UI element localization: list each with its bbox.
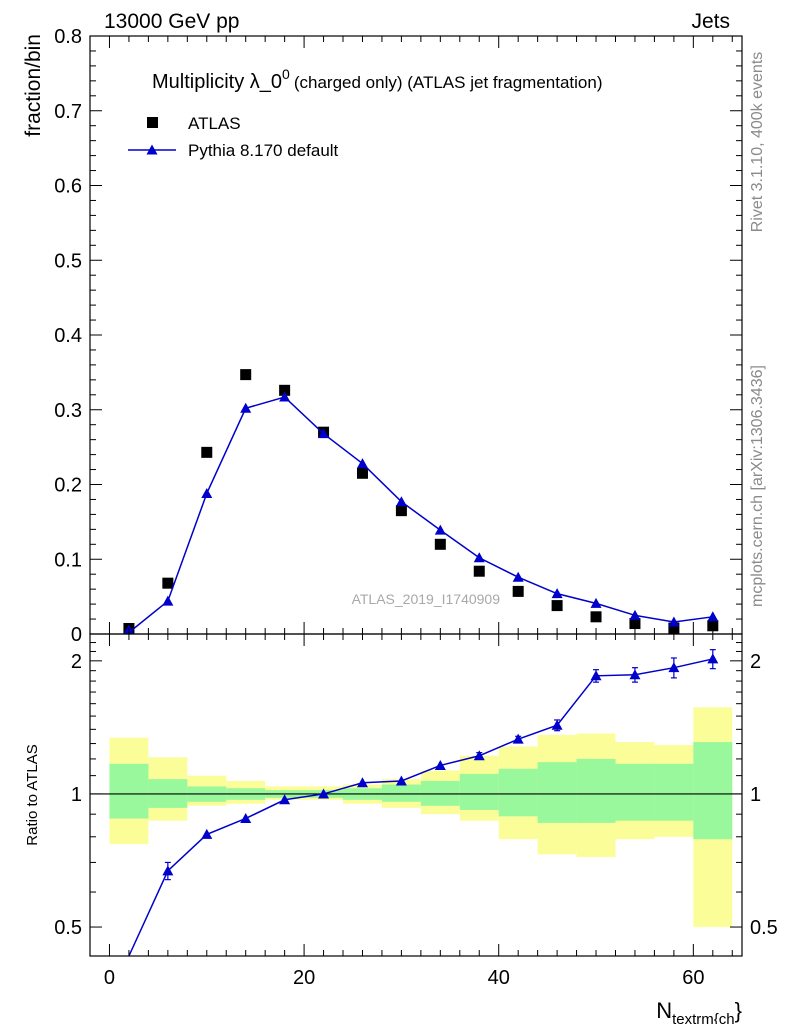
- ratio-data-point: [707, 653, 719, 664]
- x-axis-label-sub: textrm{ch: [672, 1011, 735, 1024]
- ratio-band-green: [109, 763, 149, 819]
- plot-title-sub: (charged only) (ATLAS jet fragmentation): [294, 73, 603, 92]
- atlas-data-point: [395, 505, 407, 517]
- y-tick-label: 0.3: [54, 400, 82, 422]
- y-tick-label: 0.8: [54, 26, 82, 48]
- ratio-y-tick-label: 2: [71, 651, 82, 673]
- pythia-data-point: [434, 524, 446, 535]
- legend-atlas-marker: [147, 117, 158, 128]
- y-tick-label: 0.5: [54, 250, 82, 272]
- ratio-data-point: [629, 669, 641, 680]
- ratio-band-green: [459, 773, 499, 810]
- atlas-data-point: [201, 446, 213, 458]
- pythia-data-point: [473, 552, 485, 563]
- ratio-band-green: [498, 768, 538, 817]
- ratio-band-green: [381, 784, 421, 802]
- x-tick-label: 40: [488, 967, 510, 989]
- pythia-data-point: [395, 496, 407, 507]
- x-tick-label: 20: [293, 967, 315, 989]
- plot-title-main: Multiplicity λ_0: [152, 71, 282, 93]
- ratio-series: [128, 649, 719, 957]
- ratio-series-line: [128, 658, 713, 957]
- ratio-data-point: [395, 775, 407, 786]
- pythia-data-point: [162, 595, 174, 606]
- pythia-data-point: [551, 588, 563, 599]
- ratio-band-green: [654, 763, 694, 821]
- legend-pythia-label: Pythia 8.170 default: [188, 141, 339, 160]
- ratio-data-point: [551, 719, 563, 730]
- atlas-data-point: [434, 538, 446, 550]
- plot-title-sup: 0: [282, 66, 290, 82]
- atlas-data-point: [512, 585, 524, 597]
- pythia-data-point: [668, 616, 680, 627]
- ratio-band-green: [615, 763, 655, 821]
- y-tick-label: 0.1: [54, 549, 82, 571]
- ratio-data-point: [240, 812, 252, 823]
- x-axis-label: Ntextrm{ch}: [656, 998, 742, 1024]
- ratio-data-point: [279, 794, 291, 805]
- ratio-data-point: [201, 828, 213, 839]
- y-axis-label: fraction/bin: [22, 34, 45, 137]
- ratio-band-green: [693, 742, 733, 840]
- plot-title: Multiplicity λ_00 (charged only) (ATLAS j…: [152, 66, 603, 93]
- ratio-y-tick-label: 0.5: [54, 917, 82, 939]
- ratio-y-tick-label: 1: [71, 784, 82, 806]
- pythia-data-point: [201, 487, 213, 498]
- y-tick-label: 0.6: [54, 176, 82, 198]
- ratio-data-point: [434, 759, 446, 770]
- ratio-bands: [90, 707, 742, 928]
- pythia-data-point: [629, 609, 641, 620]
- ratio-data-point: [318, 788, 330, 799]
- pythia-data-point: [590, 597, 602, 608]
- ratio-data-point: [473, 750, 485, 761]
- ratio-plot-frame: [89, 633, 743, 957]
- pythia-data-point: [318, 428, 330, 439]
- atlas-data-point: [279, 384, 291, 396]
- ratio-y-axis-label: Ratio to ATLAS: [24, 744, 41, 845]
- atlas-data-point: [162, 577, 174, 589]
- legend-atlas-label: ATLAS: [188, 114, 241, 133]
- mcplots-label: mcplots.cern.ch [arXiv:1306.3436]: [749, 365, 766, 607]
- pythia-data-point: [240, 402, 252, 413]
- atlas-data-point: [590, 611, 602, 623]
- atlas-data-point: [473, 565, 485, 577]
- ratio-y-tick-label-right: 0.5: [750, 917, 778, 939]
- ratio-data-point: [590, 670, 602, 681]
- legend: ATLAS Pythia 8.170 default: [128, 114, 339, 160]
- atlas-data-point: [356, 467, 368, 479]
- y-tick-label: 0.7: [54, 101, 82, 123]
- rivet-version-label: Rivet 3.1.10, 400k events: [749, 52, 766, 233]
- header-category-label: Jets: [691, 10, 730, 33]
- atlas-data-point: [707, 620, 719, 632]
- ratio-band-green: [537, 762, 577, 823]
- x-tick-label: 0: [104, 967, 115, 989]
- ratio-data-point: [668, 662, 680, 673]
- x-tick-label: 60: [682, 967, 704, 989]
- ratio-y-tick-label-right: 2: [750, 651, 761, 673]
- ratio-band-green: [576, 758, 616, 823]
- ratio-data-point: [162, 865, 174, 876]
- legend-pythia-marker: [146, 144, 158, 155]
- x-axis-label-main: N: [656, 998, 672, 1023]
- pythia-data-point: [356, 458, 368, 469]
- pythia-data-point: [512, 571, 524, 582]
- atlas-data-point: [240, 369, 252, 381]
- y-tick-label: 0: [71, 624, 82, 646]
- y-tick-label: 0.2: [54, 475, 82, 497]
- y-tick-label: 0.4: [54, 325, 82, 347]
- atlas-data-point: [629, 618, 641, 630]
- ratio-y-tick-label-right: 1: [750, 784, 761, 806]
- header-process-label: 13000 GeV pp: [104, 10, 239, 33]
- pythia-data-point: [707, 611, 719, 622]
- x-axis-label-tail: }: [735, 998, 742, 1023]
- pythia-data-point: [279, 391, 291, 402]
- ratio-data-point: [512, 733, 524, 744]
- atlas-data-point: [551, 600, 563, 612]
- ratio-data-point: [356, 777, 368, 788]
- pythia-series-line: [128, 396, 713, 634]
- analysis-watermark: ATLAS_2019_I1740909: [352, 591, 501, 607]
